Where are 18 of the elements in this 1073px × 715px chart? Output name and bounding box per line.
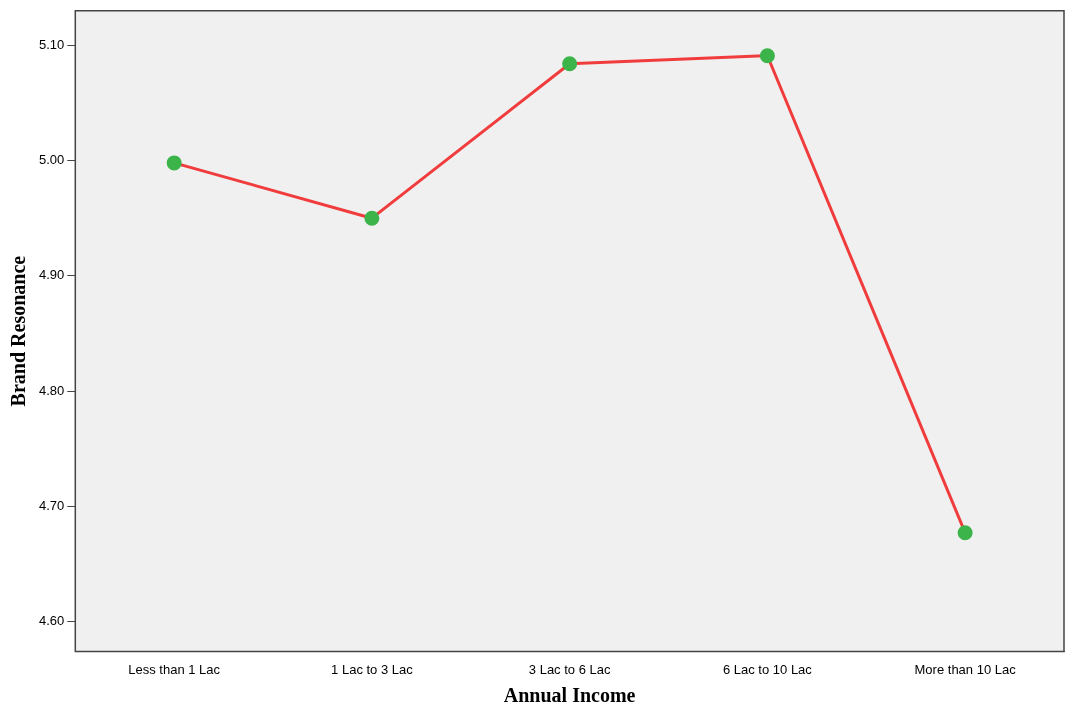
x-tick-label: More than 10 Lac: [914, 661, 1017, 677]
y-tick-label: 4.60: [38, 613, 65, 629]
point: [166, 155, 182, 171]
x-tick-label: 3 Lac to 6 Lac: [528, 661, 611, 677]
x-tick-label: 6 Lac to 10 Lac: [722, 661, 813, 677]
y-axis-title: Brand Resonance: [7, 255, 30, 407]
point: [364, 210, 380, 226]
x-tick-label: 1 Lac to 3 Lac: [331, 661, 414, 677]
y-tick-label: 4.90: [38, 267, 65, 283]
point: [957, 525, 973, 541]
point: [562, 56, 578, 72]
y-tick-label: 5.00: [38, 152, 65, 168]
y-tick-label: 4.80: [38, 382, 65, 398]
y-tick-label: 4.70: [38, 497, 65, 513]
x-axis-title: Annual Income: [503, 684, 636, 707]
y-tick-label: 5.10: [38, 36, 65, 52]
point: [759, 48, 775, 64]
x-tick-label: Less than 1 Lac: [128, 661, 221, 677]
